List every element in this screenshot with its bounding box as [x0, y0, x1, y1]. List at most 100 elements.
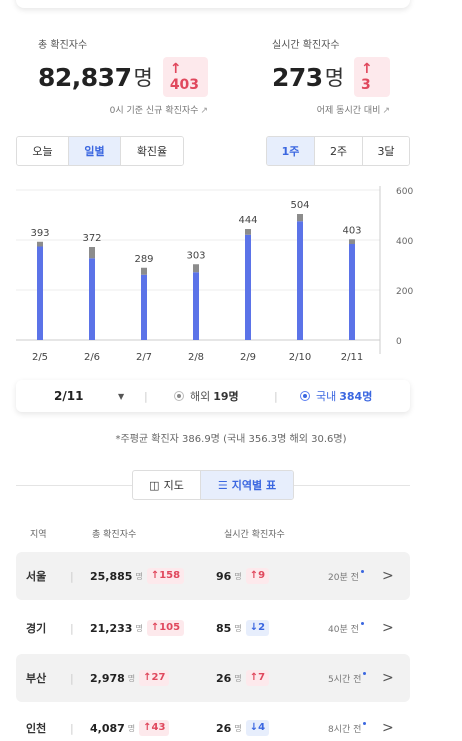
bar-value-label: 444 — [238, 215, 257, 226]
list-icon: ☰ — [217, 478, 228, 492]
total-cases-delta: ↑ 403 — [162, 57, 208, 97]
table-row[interactable]: 인천 | 4,087 명 ↑43 26 명 ↓4 8시간 전 > — [16, 704, 410, 741]
separator: | — [70, 569, 74, 583]
new-indicator — [363, 721, 367, 725]
realtime-cases-value: 273 — [272, 62, 323, 92]
bar-value-label: 303 — [186, 250, 205, 261]
unit-label: 명 — [127, 723, 136, 733]
region-total: 21,233 명 ↑105 — [90, 604, 185, 652]
tab-region-table-label: 지역별 표 — [231, 479, 277, 492]
region-total-delta: ↑27 — [139, 670, 170, 686]
realtime-cases-delta: ↑ 3 — [354, 57, 390, 97]
table-row[interactable]: 서울 | 25,885 명 ↑158 96 명 ↑9 20분 전 > — [16, 552, 410, 600]
y-tick-label: 200 — [396, 287, 413, 297]
y-tick-label: 400 — [396, 237, 413, 247]
realtime-cases-label: 실시간 확진자수 — [272, 40, 340, 51]
bar-domestic — [141, 274, 147, 340]
chevron-right-icon[interactable]: > — [382, 720, 394, 736]
region-realtime-value: 96 — [216, 569, 232, 583]
unit-label: 명 — [234, 723, 242, 733]
region-realtime: 26 명 ↑7 — [216, 654, 270, 702]
region-name: 인천 — [26, 722, 47, 735]
region-total: 4,087 명 ↑43 — [90, 704, 170, 741]
domestic-label: 국내 — [316, 390, 337, 403]
realtime-cases-note-text: 어제 동시간 대비 — [316, 106, 381, 116]
y-tick-label: 600 — [396, 187, 413, 197]
tab-confirmation-rate[interactable]: 확진율 — [121, 137, 183, 165]
info-icon: ↗ — [200, 106, 208, 116]
daily-cases-chart-svg: 0 200 400 600 393 2/5 372 2/6 289 2/7 303 2/8 444 2/9… — [16, 186, 413, 363]
update-time-text: 8시간 전 — [328, 724, 362, 735]
tab-today[interactable]: 오늘 — [17, 137, 69, 165]
bar-overseas — [297, 214, 303, 222]
bar-value-label: 403 — [342, 225, 361, 236]
header-region: 지역 — [30, 530, 47, 540]
unit-label: 명 — [234, 673, 242, 683]
x-tick-label: 2/8 — [188, 352, 204, 363]
unit-label: 명 — [135, 571, 143, 581]
radio-icon — [300, 391, 310, 401]
region-realtime-value: 26 — [216, 671, 232, 685]
unit-label: 명 — [234, 571, 242, 581]
region-name: 부산 — [26, 672, 47, 685]
tab-2-weeks[interactable]: 2주 — [315, 137, 363, 165]
region-realtime: 85 명 ↓2 — [216, 604, 270, 652]
bar-value-label: 393 — [30, 228, 49, 239]
y-tick-label: 0 — [396, 337, 402, 347]
tab-daily[interactable]: 일별 — [69, 137, 121, 165]
region-realtime-value: 26 — [216, 721, 232, 735]
total-cases-note[interactable]: 0시 기준 신규 확진자수 ↗ — [38, 103, 208, 116]
region-name: 경기 — [26, 622, 47, 635]
region-total-value: 21,233 — [90, 621, 133, 635]
overseas-option[interactable]: 해외 19명 — [174, 388, 239, 404]
separator: | — [70, 721, 74, 735]
table-row[interactable]: 부산 | 2,978 명 ↑27 26 명 ↑7 5시간 전 > — [16, 654, 410, 702]
region-realtime: 96 명 ↑9 — [216, 552, 270, 600]
bar-overseas — [141, 267, 147, 275]
domestic-option[interactable]: 국내 384명 — [300, 388, 372, 404]
total-cases-unit: 명 — [133, 66, 153, 90]
x-tick-label: 2/5 — [32, 352, 48, 363]
tab-3-months[interactable]: 3달 — [363, 137, 409, 165]
realtime-cases-unit: 명 — [324, 66, 345, 90]
region-name: 서울 — [26, 570, 47, 583]
domestic-value: 384명 — [339, 390, 373, 403]
bar-overseas — [349, 239, 355, 244]
total-cases-note-text: 0시 기준 신규 확진자수 — [109, 106, 199, 116]
update-time-text: 40분 전 — [328, 624, 359, 635]
update-time-text: 20분 전 — [328, 572, 359, 583]
header-realtime: 실시간 확진자수 — [224, 530, 285, 540]
bar-overseas — [193, 264, 199, 273]
x-tick-label: 2/7 — [136, 352, 152, 363]
realtime-cases-note[interactable]: 어제 동시간 대비 ↗ — [272, 103, 390, 116]
bar-overseas — [37, 241, 43, 247]
overseas-label: 해외 — [190, 390, 211, 403]
region-total: 2,978 명 ↑27 — [90, 654, 170, 702]
region-total-delta: ↑158 — [146, 568, 185, 584]
tab-1-week[interactable]: 1주 — [267, 137, 315, 165]
radio-icon — [174, 391, 184, 401]
overseas-value: 19명 — [213, 390, 239, 403]
caret-down-icon[interactable]: ▼ — [118, 391, 125, 401]
info-icon: ↗ — [382, 106, 390, 116]
selected-date[interactable]: 2/11 — [54, 389, 84, 403]
view-toggle: ◫ 지도 ☰ 지역별 표 — [16, 470, 410, 500]
separator: | — [70, 621, 74, 635]
daily-cases-chart: 0 200 400 600 393 2/5 372 2/6 289 2/7 303 2/8 444 2/9… — [0, 176, 462, 376]
table-row[interactable]: 경기 | 21,233 명 ↑105 85 명 ↓2 40분 전 > — [16, 604, 410, 652]
tab-region-table[interactable]: ☰ 지역별 표 — [201, 471, 293, 499]
new-indicator — [363, 671, 367, 675]
region-total-delta: ↑43 — [139, 720, 170, 736]
unit-label: 명 — [135, 623, 143, 633]
separator: | — [70, 671, 74, 685]
total-cases-value: 82,837 — [38, 62, 132, 92]
region-realtime-delta: ↓4 — [245, 720, 270, 736]
region-realtime-value: 85 — [216, 621, 232, 635]
tab-map[interactable]: ◫ 지도 — [133, 471, 201, 499]
chevron-right-icon[interactable]: > — [382, 568, 394, 584]
bar-domestic — [245, 234, 251, 340]
chevron-right-icon[interactable]: > — [382, 670, 394, 686]
bar-domestic — [89, 258, 95, 340]
chevron-right-icon[interactable]: > — [382, 620, 394, 636]
weekly-average-note: *주평균 확진자 386.9명 (국내 356.3명 해외 30.6명) — [115, 434, 347, 445]
